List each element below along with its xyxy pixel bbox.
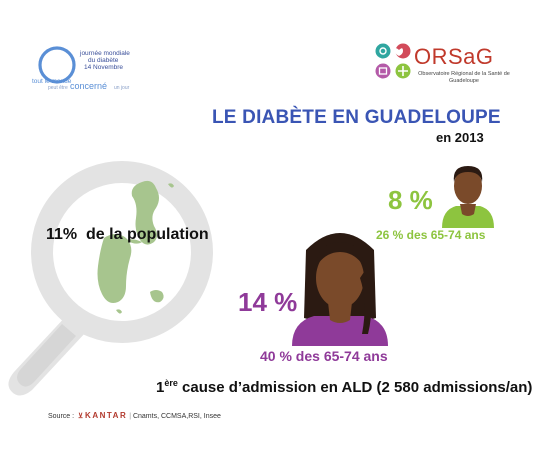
man-icon — [442, 166, 494, 228]
magnifier-illustration — [8, 161, 213, 396]
ald-text: cause d’admission en ALD (2 580 admissio… — [177, 379, 533, 396]
magnifying-glass-icon — [8, 161, 213, 396]
guadeloupe-island-map — [97, 180, 174, 314]
kantar-k-icon: ⊻ — [77, 413, 84, 420]
ald-statement: 1ère cause d’admission en ALD (2 580 adm… — [156, 378, 532, 396]
orsag-name: ORSaG — [414, 44, 494, 69]
ald-rank-suffix: ère — [164, 378, 178, 388]
page-subtitle: en 2013 — [436, 130, 484, 145]
men-detail: 26 % des 65-74 ans — [376, 228, 486, 242]
wmd-line-1: journée mondiale — [80, 50, 130, 57]
wmd-slogan-end: un jour — [114, 85, 130, 91]
source-brand: KANTAR — [85, 411, 128, 420]
blue-circle-icon — [38, 46, 76, 84]
source-others: Cnamts, CCMSA,RSI, Insee — [132, 413, 221, 420]
men-percent: 8 % — [388, 185, 433, 215]
population-stat: 11% de la population — [46, 226, 209, 244]
women-percent: 14 % — [238, 287, 298, 317]
population-label: de la population — [86, 226, 209, 243]
orsag-subtitle: Observatoire Régional de la Santé de Gua… — [418, 71, 510, 84]
wmd-line-3: 14 Novembre — [84, 64, 124, 71]
ald-rank-number: 1 — [156, 379, 165, 396]
woman-icon — [292, 233, 388, 346]
world-diabetes-day-logo: journée mondiale du diabète 14 Novembre … — [30, 44, 160, 96]
wmd-slogan-mid: peut être — [48, 85, 68, 91]
wmd-line-2: du diabète — [88, 57, 119, 64]
wmd-slogan-word: concerné — [70, 81, 108, 91]
source-separator: | — [129, 413, 132, 420]
source-line: Source : ⊻ KANTAR | Cnamts, CCMSA,RSI, I… — [48, 411, 221, 420]
page-title: LE DIABÈTE EN GUADELOUPE — [212, 107, 501, 128]
source-label: Source : — [48, 413, 75, 420]
women-detail: 40 % des 65-74 ans — [260, 348, 388, 364]
orsag-health-icons — [375, 43, 411, 79]
wmd-slogan-top: tout le monde — [32, 78, 72, 85]
population-value: 11% — [46, 226, 78, 243]
